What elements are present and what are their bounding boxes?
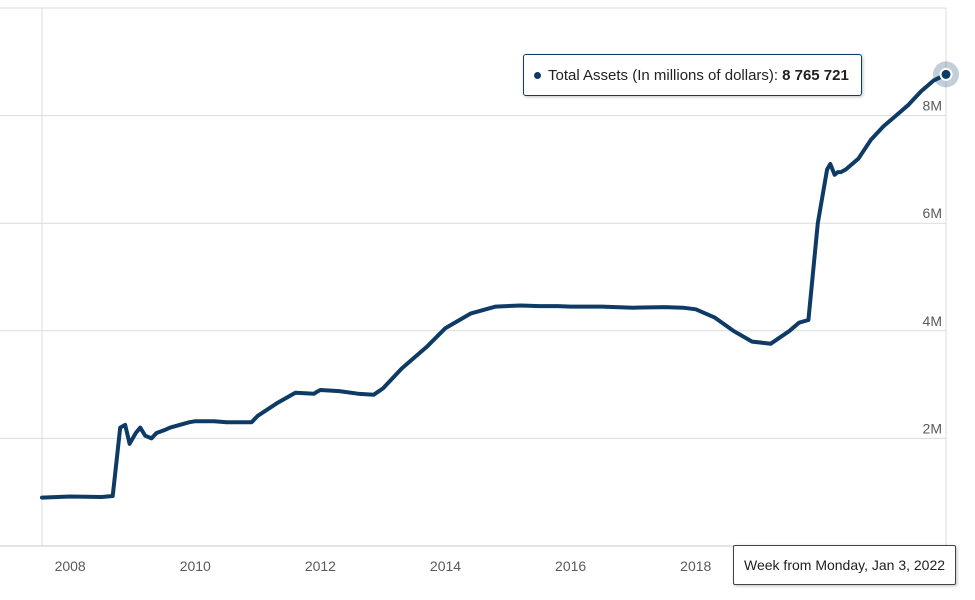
- value-tooltip: Total Assets (In millions of dollars): 8…: [523, 54, 862, 96]
- series-bullet-icon: [534, 71, 541, 79]
- hover-marker: [933, 61, 959, 88]
- x-tick-label: 2014: [430, 558, 461, 574]
- y-tick-label: 6M: [923, 205, 942, 221]
- data-point-marker[interactable]: [939, 67, 953, 81]
- tooltip-date: Week from Monday, Jan 3, 2022: [744, 557, 946, 573]
- y-tick-label: 4M: [923, 313, 942, 329]
- y-axis-labels: 2M 4M 6M 8M: [923, 98, 942, 437]
- x-tick-label: 2016: [555, 558, 586, 574]
- y-tick-label: 2M: [923, 420, 942, 436]
- grid: [0, 7, 947, 547]
- y-tick-label: 8M: [923, 98, 942, 114]
- tooltip-series-label: Total Assets (In millions of dollars):: [548, 66, 779, 84]
- x-tick-label: 2012: [305, 558, 336, 574]
- x-tick-label: 2018: [680, 558, 711, 574]
- tooltip-value: 8 765 721: [782, 66, 849, 84]
- date-tooltip: Week from Monday, Jan 3, 2022: [733, 545, 957, 585]
- series-line-total-assets[interactable]: [40, 72, 948, 500]
- x-tick-label: 2010: [180, 558, 211, 574]
- x-axis-labels: 2008 2010 2012 2014 2016 2018: [55, 558, 712, 574]
- x-tick-label: 2008: [55, 558, 86, 574]
